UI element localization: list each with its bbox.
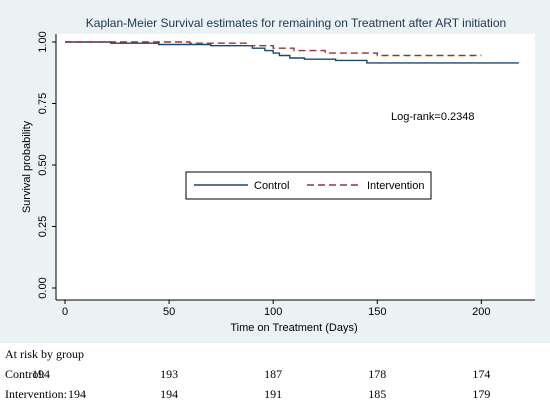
plot-area [56,34,535,300]
series-layer [65,41,519,64]
y-tick-label: 0.50 [37,154,49,175]
y-tick-label: 0.00 [37,277,49,298]
legend-control-label: Control [254,180,289,192]
at-risk-value: 179 [472,387,490,401]
log-rank-annotation: Log-rank=0.2348 [391,111,474,123]
legend: Control Intervention [185,171,432,200]
at-risk-value: 194 [68,387,86,401]
at-risk-value: 174 [472,367,490,381]
at-risk-value: 178 [368,367,386,381]
y-tick-label: 1.00 [37,31,49,52]
y-tick-label: 0.75 [37,93,49,114]
y-tick-label: 0.25 [37,216,49,237]
x-tick-label: 0 [62,306,68,318]
legend-intervention-label: Intervention [367,180,424,192]
at-risk-value: 194 [32,367,50,381]
x-tick-label: 200 [472,306,490,318]
x-ticks: 0 50 100 150 200 [62,300,491,318]
x-tick-label: 150 [368,306,386,318]
at-risk-values: 194 193 187 178 174 194 194 191 185 179 [32,367,490,401]
at-risk-value: 185 [368,387,386,401]
x-tick-label: 50 [163,306,175,318]
at-risk-value: 193 [160,367,178,381]
series-line-control [65,41,519,64]
at-risk-heading: At risk by group [5,347,84,361]
at-risk-value: 187 [264,367,282,381]
at-risk-table: At risk by group Control: Intervention: … [5,347,490,401]
x-tick-label: 100 [264,306,282,318]
y-ticks: 0.00 0.25 0.50 0.75 1.00 [37,31,56,299]
at-risk-row-label-intervention: Intervention: [5,387,67,401]
at-risk-value: 194 [160,387,178,401]
series-line-intervention [65,41,482,57]
x-axis-label: Time on Treatment (Days) [230,322,357,334]
chart-title: Kaplan-Meier Survival estimates for rema… [86,16,506,30]
y-axis-label: Survival probability [21,120,33,213]
at-risk-value: 191 [264,387,282,401]
at-risk-row-label-control: Control: [5,367,45,381]
